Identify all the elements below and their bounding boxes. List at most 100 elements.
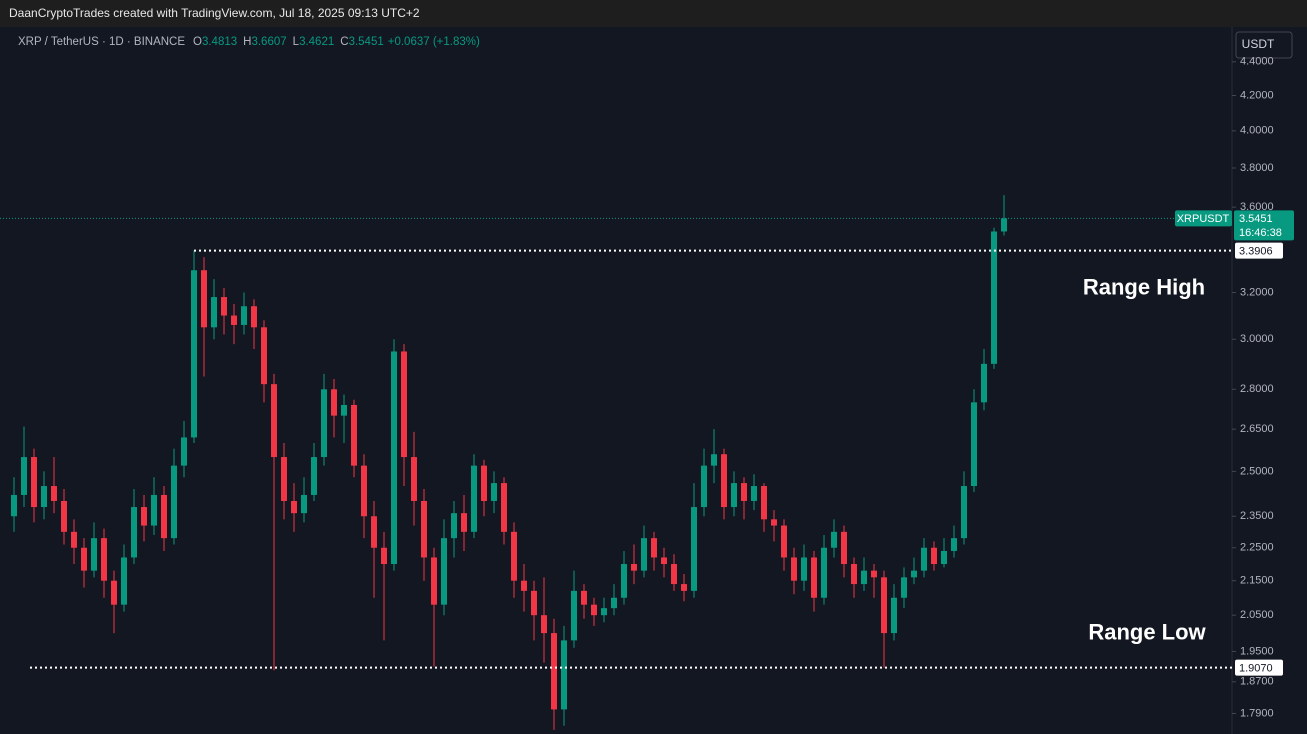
candle-body [151,494,157,526]
candle-body [161,494,167,539]
candle-body [731,483,737,508]
candle-body [61,500,67,532]
close-value: 3.5451 [349,36,384,48]
high-value: 3.6607 [251,36,286,48]
candle-body [381,547,387,565]
candle-body [831,531,837,548]
symbol-name: XRPUSDT [1177,213,1230,225]
level-tag [1235,659,1283,676]
candle-body [861,570,867,585]
y-tick-label: 3.2000 [1240,286,1274,298]
candle-body [821,547,827,598]
candle-body [781,525,787,558]
candle-body [751,486,757,501]
candle-body [241,306,247,325]
y-tick-label: 4.4000 [1240,56,1274,68]
candle-body [881,577,887,634]
candle-body [931,547,937,565]
candle-body [401,351,407,458]
currency-label[interactable]: USDT [1242,37,1275,51]
candle-body [331,389,337,416]
candle-body [631,564,637,571]
candle-body [521,580,527,591]
candle-body [81,547,87,571]
change: +0.0637 (+1.83%) [388,36,480,48]
candle-body [701,465,707,508]
candle-body [121,557,127,605]
y-tick-label: 2.0500 [1240,609,1274,621]
y-tick-label: 2.6500 [1240,423,1274,435]
header-bar [0,0,1307,27]
y-tick-label: 3.0000 [1240,333,1274,345]
y-tick-label: 2.8000 [1240,383,1274,395]
candle-body [191,270,197,438]
candle-body [271,384,277,458]
ohlc-label: C [340,36,348,48]
candle-body [791,557,797,581]
candle-body [601,608,607,616]
candle-body [651,538,657,558]
candle-body [441,538,447,605]
candle-body [741,483,747,501]
candle-body [231,315,237,325]
level-name: Range High [1083,274,1205,299]
candle-body [101,538,107,581]
candle-body [511,531,517,581]
candle-body [461,513,467,532]
level-price: 1.9070 [1239,663,1273,675]
candle-body [711,454,717,466]
candle-body [421,500,427,558]
candle-body [911,570,917,578]
candle-body [51,486,57,501]
level-name: Range Low [1088,619,1206,644]
candle-body [721,454,727,508]
candle-body [851,564,857,585]
price-tag [1234,210,1294,241]
candle-body [681,584,687,591]
candle-body [771,519,777,526]
candle-body [71,531,77,548]
low-value: 3.4621 [299,36,334,48]
candle-body [621,564,627,598]
candle-body [991,231,997,364]
ohlc-label: O [193,36,202,48]
candle-body [281,457,287,501]
y-tick-label: 3.6000 [1240,201,1274,213]
candle-body [211,297,217,328]
currency-button[interactable] [1235,31,1293,59]
candle-body [471,465,477,532]
y-tick-label: 1.7900 [1240,707,1274,719]
level-tag [1235,242,1283,259]
candle-body [961,486,967,539]
candle-body [971,402,977,487]
candle-body [491,483,497,501]
candle-body [951,538,957,551]
ohlc-label: L [293,36,300,48]
candle-body [1001,218,1007,232]
y-tick-label: 1.8700 [1240,676,1274,688]
candle-body [351,404,357,466]
candle-body [341,404,347,416]
candle-body [871,570,877,578]
y-tick-label: 2.2500 [1240,542,1274,554]
candle-body [941,550,947,565]
candle-body [661,557,667,565]
candle-body [201,270,207,328]
candle-body [541,615,547,634]
candle-body [501,483,507,532]
candle-body [301,494,307,514]
candle-body [221,297,227,316]
y-tick-label: 1.9500 [1240,645,1274,657]
candle-body [921,547,927,571]
candle-body [111,580,117,605]
candle-body [261,327,267,385]
candle-body [431,557,437,605]
candle-body [561,640,567,710]
candle-body [761,486,767,520]
y-tick-label: 2.3500 [1240,510,1274,522]
level-price: 3.3906 [1239,246,1273,258]
legend: XRP / TetherUS · 1D · BINANCE O3.4813 H3.6… [18,36,480,48]
header-text: DaanCryptoTrades created with TradingVie… [9,6,420,20]
y-tick-label: 3.8000 [1240,162,1274,174]
candle-body [451,513,457,539]
